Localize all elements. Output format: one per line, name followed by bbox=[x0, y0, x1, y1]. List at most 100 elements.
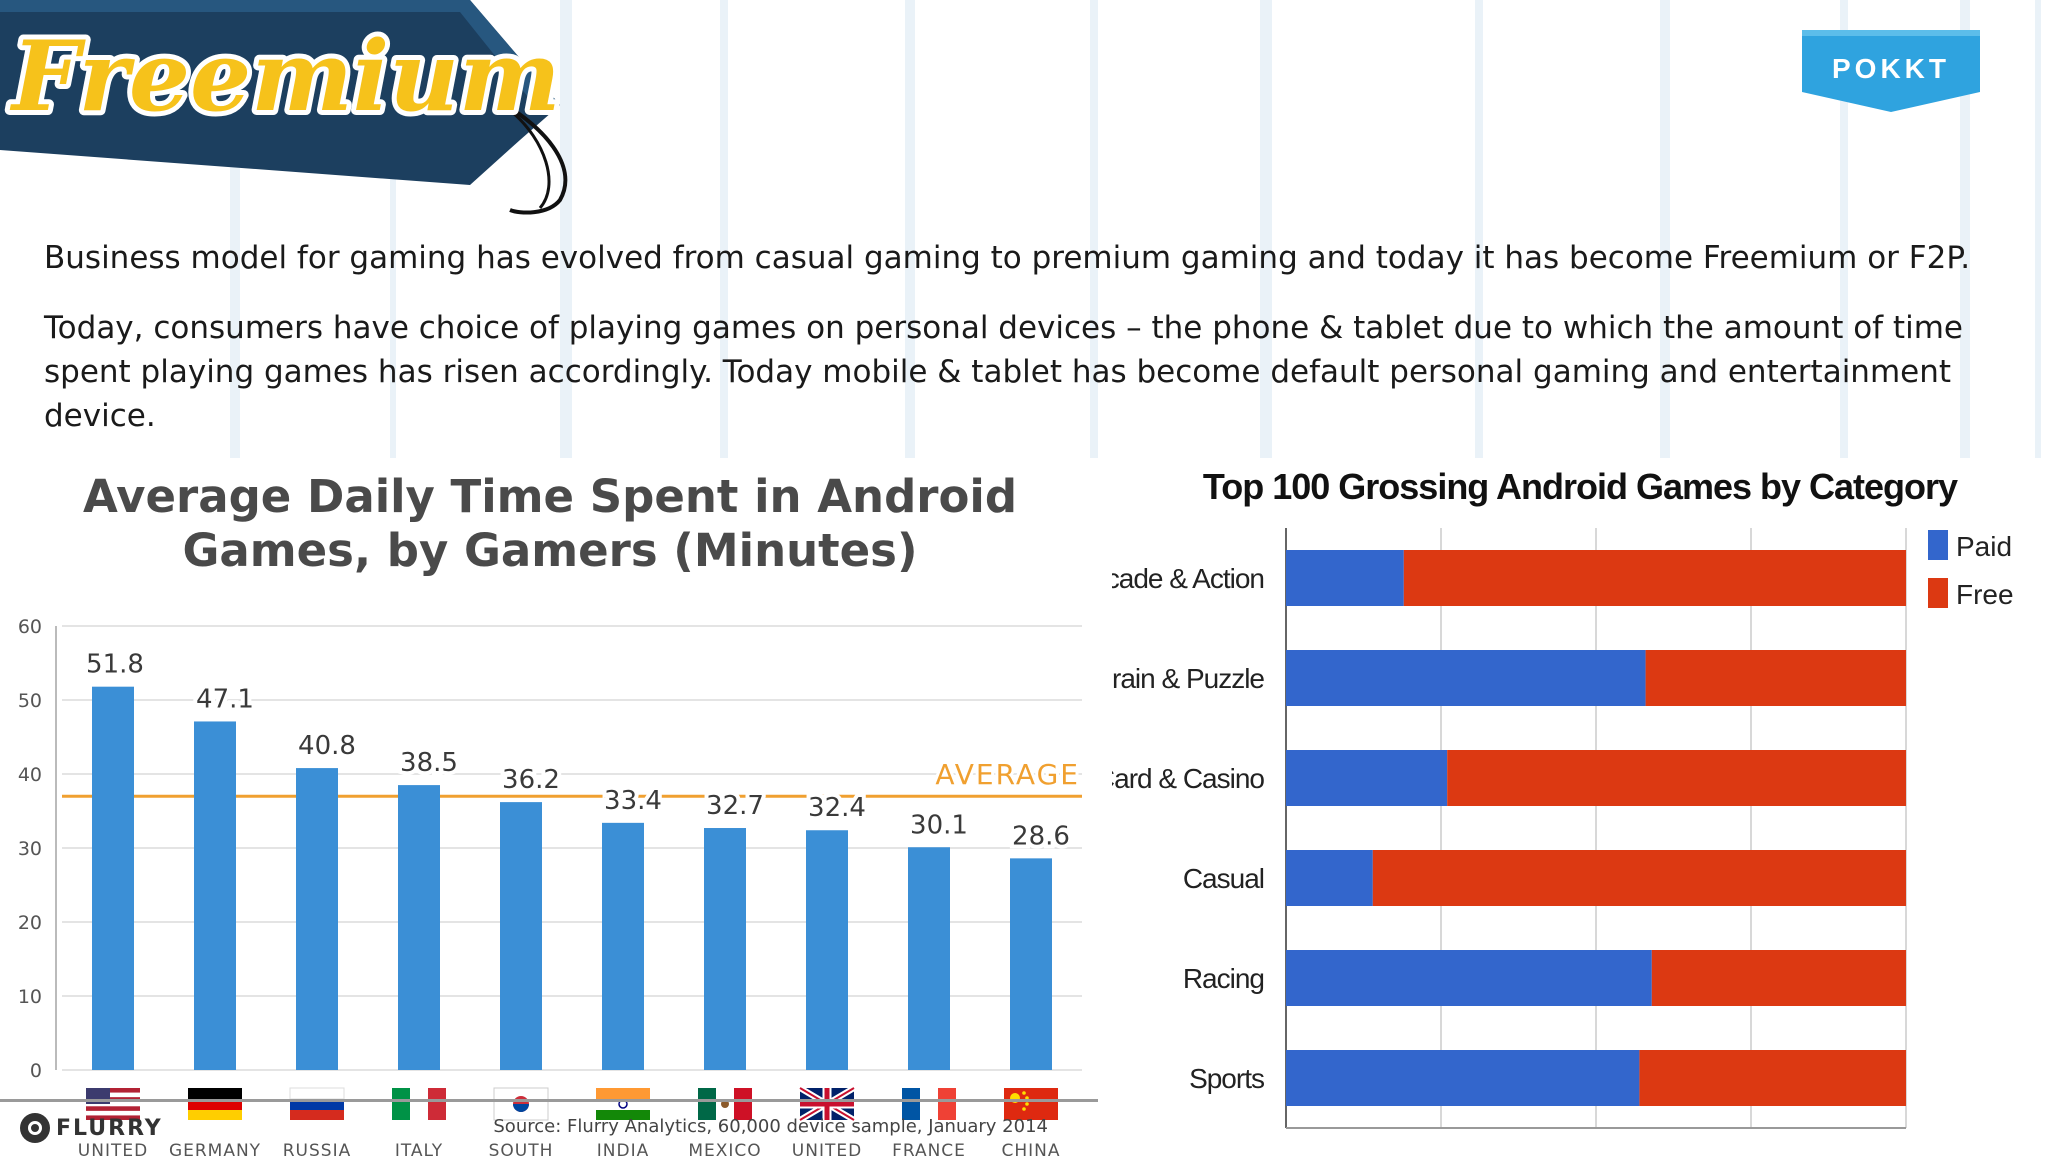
flag-stripe bbox=[428, 1088, 446, 1120]
stacked-bar-segment bbox=[1286, 950, 1652, 1006]
y-tick-label: 50 bbox=[18, 690, 42, 712]
x-tick-label: 25 bbox=[1425, 1147, 1456, 1152]
y-tick-label: 40 bbox=[18, 764, 42, 786]
category-label: Brain & Puzzle bbox=[1112, 663, 1264, 694]
bar-value-label: 51.8 bbox=[86, 650, 144, 680]
bar-value-label: 40.8 bbox=[298, 731, 356, 761]
average-line-label: AVERAGE bbox=[935, 758, 1080, 791]
pokkt-logo-text: POKKT bbox=[1832, 53, 1950, 84]
bar-value-label: 28.6 bbox=[1012, 821, 1070, 851]
flag-stripe bbox=[188, 1099, 242, 1110]
stacked-bar-segment bbox=[1286, 1050, 1640, 1106]
de-flag-icon bbox=[188, 1088, 242, 1099]
it-flag-icon bbox=[392, 1088, 410, 1120]
legend-label: Paid bbox=[1956, 531, 2012, 562]
mx-flag-icon bbox=[698, 1088, 716, 1120]
category-label: INDIA bbox=[597, 1141, 649, 1158]
country-flag bbox=[493, 1087, 549, 1121]
bar bbox=[602, 822, 644, 1070]
country-flag bbox=[392, 1088, 446, 1120]
country-flag bbox=[1004, 1088, 1058, 1120]
grossing-games-stacked-bar-chart: 0 25 50 75 100 Arcade & Action Brain & Puzzle C… bbox=[1112, 528, 2014, 1152]
freemium-tag-banner: Freemium Freemium bbox=[0, 0, 568, 215]
devices-paragraph: Today, consumers have choice of playing … bbox=[44, 310, 1963, 434]
y-tick-label: 0 bbox=[30, 1060, 42, 1082]
flag-stripe bbox=[290, 1099, 344, 1110]
tag-string-icon bbox=[504, 103, 568, 215]
flag-cross bbox=[800, 1088, 854, 1120]
flag-stripe bbox=[596, 1099, 650, 1110]
bar-value-label: 47.1 bbox=[196, 684, 254, 714]
x-tick-label: 0 bbox=[1278, 1147, 1294, 1152]
pokkt-logo: POKKT bbox=[1802, 30, 1980, 112]
stacked-bar-segment bbox=[1372, 850, 1906, 906]
daily-time-bar-chart: 0 10 20 30 40 50 60 51.8 47.1 40.8 38.5 36.2 33.4 32.… bbox=[18, 616, 1082, 1158]
category-label: Sports bbox=[1189, 1063, 1264, 1094]
category-label: Racing bbox=[1183, 963, 1264, 994]
bar bbox=[806, 830, 848, 1070]
flag-emblem bbox=[721, 1100, 729, 1108]
x-tick-label: 100 bbox=[1883, 1147, 1930, 1152]
category-label: CHINA bbox=[1001, 1141, 1060, 1158]
legend-swatch bbox=[1928, 530, 1948, 560]
bar bbox=[704, 828, 746, 1070]
flag-stripe bbox=[920, 1088, 938, 1120]
flag-stripe bbox=[86, 1092, 140, 1098]
category-label: Casual bbox=[1183, 863, 1264, 894]
flurry-logo-icon bbox=[20, 1113, 50, 1143]
stacked-bar-segment bbox=[1286, 750, 1448, 806]
category-label: GERMANY bbox=[169, 1141, 261, 1158]
footer-divider bbox=[0, 1099, 1098, 1102]
stacked-bar-segment bbox=[1639, 1050, 1906, 1106]
freemium-title: Freemium bbox=[9, 20, 561, 133]
bar-value-label: 32.7 bbox=[706, 791, 764, 821]
bar bbox=[398, 785, 440, 1070]
bar bbox=[908, 847, 950, 1070]
flag-stripe bbox=[596, 1110, 650, 1120]
bar bbox=[92, 686, 134, 1070]
country-flag bbox=[188, 1088, 242, 1120]
daily-time-chart-title: Average Daily Time Spent in Android Game… bbox=[82, 470, 1018, 577]
bar-value-label: 38.5 bbox=[400, 748, 458, 778]
stacked-bar-segment bbox=[1403, 550, 1906, 606]
category-label: RUSSIA bbox=[283, 1141, 351, 1158]
y-tick-label: 60 bbox=[18, 616, 42, 638]
daily-time-chart-panel: Average Daily Time Spent in Android Game… bbox=[0, 458, 1098, 1158]
category-label: ITALY bbox=[395, 1141, 443, 1158]
stacked-bar-segment bbox=[1286, 850, 1373, 906]
bar bbox=[194, 721, 236, 1070]
flag-star bbox=[1025, 1102, 1029, 1106]
bar bbox=[296, 768, 338, 1070]
bar bbox=[500, 802, 542, 1070]
bar-value-label: 30.1 bbox=[910, 810, 968, 840]
country-flag bbox=[698, 1088, 752, 1120]
x-tick-label: 75 bbox=[1735, 1147, 1766, 1152]
flag-stripe bbox=[86, 1101, 140, 1107]
flag-stripe bbox=[410, 1088, 428, 1120]
flag-stripe bbox=[188, 1110, 242, 1120]
category-label: FRANCE bbox=[892, 1141, 966, 1158]
intro-paragraph: Business model for gaming has evolved fr… bbox=[44, 240, 1971, 276]
freemium-title-fill: Freemium bbox=[9, 20, 561, 133]
chart-source-note: Source: Flurry Analytics, 60,000 device … bbox=[493, 1116, 1048, 1137]
flag-stripe bbox=[290, 1110, 344, 1120]
stacked-bar-segment bbox=[1286, 650, 1646, 706]
stacked-bar-segment bbox=[1645, 650, 1906, 706]
flag-stripe bbox=[938, 1088, 956, 1120]
x-tick-label: 50 bbox=[1580, 1147, 1611, 1152]
category-label: MEXICO bbox=[688, 1141, 761, 1158]
category-label: Card & Casino bbox=[1112, 763, 1264, 794]
flag-star bbox=[1022, 1107, 1026, 1111]
fr-flag-icon bbox=[902, 1088, 920, 1120]
country-flag bbox=[798, 1085, 856, 1123]
ru-flag-icon bbox=[289, 1087, 345, 1100]
bar bbox=[1010, 858, 1052, 1070]
cn-flag-icon bbox=[1004, 1088, 1058, 1120]
legend-label: Free bbox=[1956, 579, 2014, 610]
category-label: UNITED bbox=[78, 1141, 148, 1158]
y-tick-label: 20 bbox=[18, 912, 42, 934]
flag-stripe bbox=[86, 1110, 140, 1116]
category-label: Arcade & Action bbox=[1112, 563, 1264, 594]
bar-value-label: 33.4 bbox=[604, 786, 662, 816]
stacked-bar-segment bbox=[1286, 550, 1404, 606]
